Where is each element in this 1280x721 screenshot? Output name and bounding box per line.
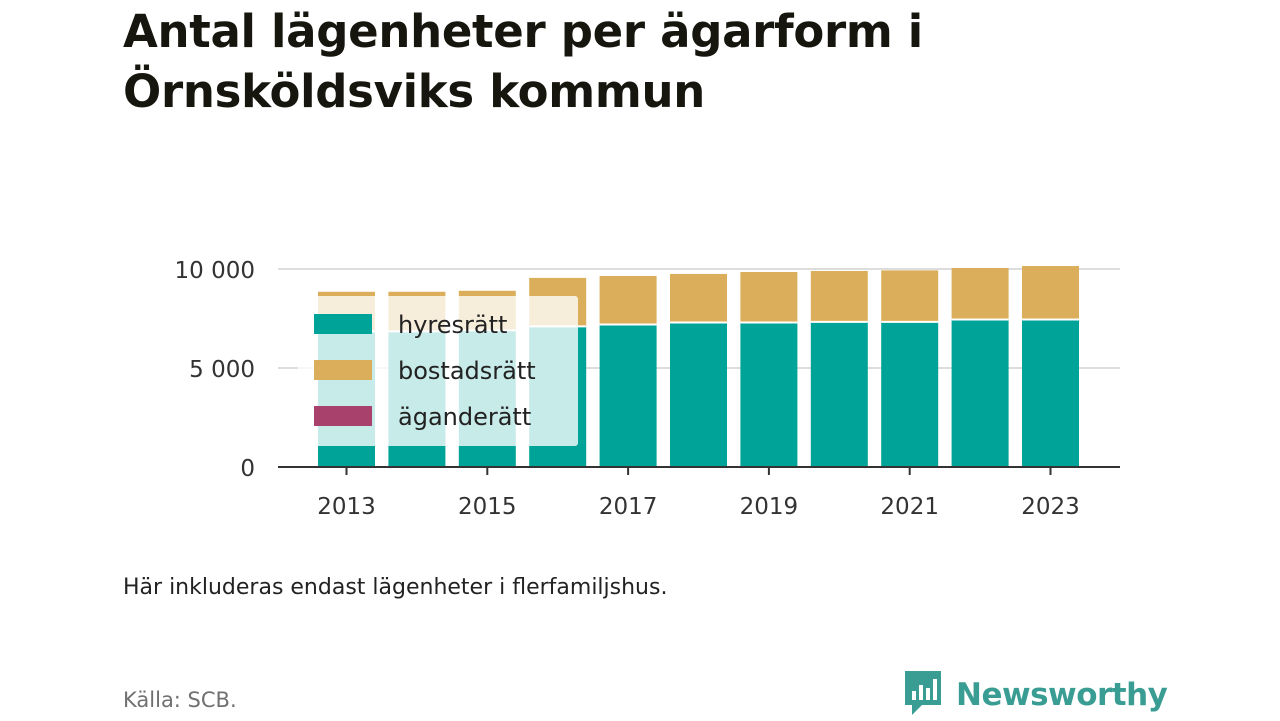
y-axis-tick-labels: 0 5 000 10 000 — [175, 258, 255, 482]
bar-segment-2019 — [740, 271, 798, 323]
y-tick-label: 10 000 — [175, 258, 255, 284]
bar-segment-2023 — [1022, 266, 1079, 320]
x-tick-label: 2017 — [599, 494, 658, 520]
bar-segment-2020 — [810, 321, 868, 467]
x-tick-label: 2015 — [458, 494, 517, 520]
chart-title: Antal lägenheter per ägarform i Örnsköld… — [123, 5, 923, 118]
x-tick-label: 2013 — [317, 494, 376, 520]
bar-segment-2021 — [881, 270, 939, 322]
bar-segment-2023 — [1022, 319, 1079, 467]
bar-segment-2018 — [670, 322, 727, 467]
legend: hyresrätt bostadsrätt äganderätt — [298, 296, 578, 446]
legend-label: hyresrätt — [398, 311, 507, 339]
legend-swatch — [314, 360, 372, 380]
bar-segment-2022 — [951, 319, 1009, 467]
legend-label: äganderätt — [398, 403, 531, 431]
x-tick-label: 2023 — [1021, 494, 1080, 520]
chart-note: Här inkluderas endast lägenheter i flerf… — [123, 575, 668, 600]
bar-segment-2018 — [670, 273, 727, 323]
x-tick-label: 2019 — [740, 494, 799, 520]
y-tick-label: 5 000 — [189, 357, 255, 383]
bar-segment-2021 — [881, 321, 939, 467]
stacked-bar-chart: 0 5 000 10 000 2013 2015 2017 2019 2021 2023 hy… — [175, 258, 1120, 520]
bar-segment-2022 — [951, 268, 1009, 320]
legend-swatch — [314, 406, 372, 426]
x-tick-label: 2021 — [880, 494, 939, 520]
newsworthy-logo: Newsworthy — [902, 669, 1168, 721]
brand-name: Newsworthy — [956, 677, 1168, 713]
bar-segment-2017 — [599, 324, 657, 467]
bar-segment-2020 — [810, 270, 868, 322]
legend-label: bostadsrätt — [398, 357, 536, 385]
bar-segment-2019 — [740, 322, 798, 467]
legend-swatch — [314, 314, 372, 334]
source-credit: Källa: SCB. — [123, 688, 237, 712]
bar-segment-2017 — [599, 275, 657, 325]
y-tick-label: 0 — [240, 456, 255, 482]
newsworthy-logo-icon — [902, 669, 944, 721]
x-axis-ticks: 2013 2015 2017 2019 2021 2023 — [317, 467, 1080, 520]
